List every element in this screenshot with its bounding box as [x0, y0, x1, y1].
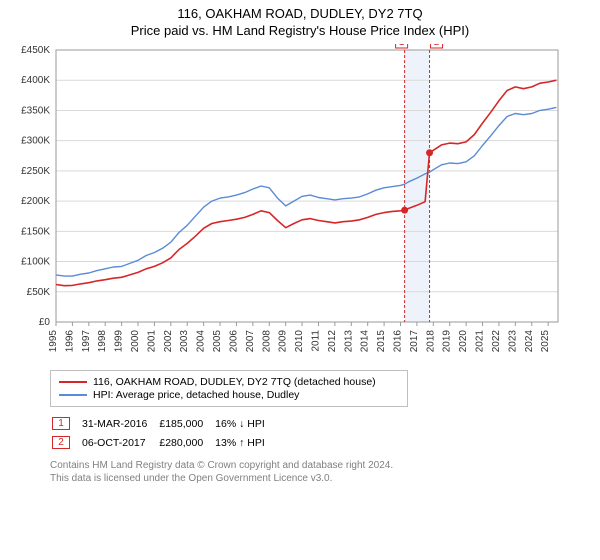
- chart-title: 116, OAKHAM ROAD, DUDLEY, DY2 7TQ: [8, 6, 592, 21]
- svg-text:2003: 2003: [179, 330, 190, 353]
- svg-text:2004: 2004: [196, 330, 207, 353]
- svg-text:2007: 2007: [245, 330, 256, 353]
- svg-text:2001: 2001: [146, 330, 157, 353]
- svg-text:2020: 2020: [458, 330, 469, 353]
- svg-text:£100K: £100K: [21, 257, 50, 268]
- svg-text:1: 1: [399, 44, 405, 48]
- svg-text:£0: £0: [39, 317, 51, 328]
- svg-text:2017: 2017: [409, 330, 420, 353]
- svg-text:1999: 1999: [114, 330, 125, 353]
- svg-text:£350K: £350K: [21, 105, 50, 116]
- svg-text:2015: 2015: [376, 330, 387, 353]
- svg-text:1996: 1996: [64, 330, 75, 353]
- svg-text:2024: 2024: [524, 330, 535, 353]
- svg-text:£400K: £400K: [21, 75, 50, 86]
- footer-line-2: This data is licensed under the Open Gov…: [50, 472, 582, 485]
- chart-container: 116, OAKHAM ROAD, DUDLEY, DY2 7TQ Price …: [0, 0, 600, 493]
- svg-text:2: 2: [434, 44, 440, 48]
- marker-row: 2 06-OCT-2017£280,00013% ↑ HPI: [52, 434, 275, 451]
- svg-text:2019: 2019: [442, 330, 453, 353]
- marker-delta: 16% ↓ HPI: [215, 415, 275, 432]
- legend-row: HPI: Average price, detached house, Dudl…: [59, 389, 399, 401]
- legend-swatch: [59, 394, 87, 396]
- svg-text:2005: 2005: [212, 330, 223, 353]
- svg-text:£200K: £200K: [21, 196, 50, 207]
- chart-subtitle: Price paid vs. HM Land Registry's House …: [8, 23, 592, 38]
- svg-text:2012: 2012: [327, 330, 338, 353]
- legend-label: HPI: Average price, detached house, Dudl…: [93, 389, 299, 401]
- marker-date: 31-MAR-2016: [82, 415, 157, 432]
- svg-text:2013: 2013: [343, 330, 354, 353]
- svg-text:2025: 2025: [540, 330, 551, 353]
- svg-text:2023: 2023: [507, 330, 518, 353]
- svg-text:£150K: £150K: [21, 226, 50, 237]
- svg-text:1995: 1995: [48, 330, 59, 353]
- legend-label: 116, OAKHAM ROAD, DUDLEY, DY2 7TQ (detac…: [93, 376, 376, 388]
- svg-text:2016: 2016: [393, 330, 404, 353]
- marker-table: 1 31-MAR-2016£185,00016% ↓ HPI 2 06-OCT-201…: [50, 413, 277, 453]
- marker-badge: 1: [52, 417, 70, 430]
- svg-text:2008: 2008: [261, 330, 272, 353]
- svg-text:2006: 2006: [228, 330, 239, 353]
- marker-price: £280,000: [159, 434, 213, 451]
- legend-row: 116, OAKHAM ROAD, DUDLEY, DY2 7TQ (detac…: [59, 376, 399, 388]
- svg-text:£450K: £450K: [21, 45, 50, 56]
- svg-text:£250K: £250K: [21, 166, 50, 177]
- marker-badge: 2: [52, 436, 70, 449]
- svg-text:£300K: £300K: [21, 136, 50, 147]
- svg-text:2022: 2022: [491, 330, 502, 353]
- svg-text:2011: 2011: [310, 330, 321, 352]
- legend: 116, OAKHAM ROAD, DUDLEY, DY2 7TQ (detac…: [50, 370, 408, 407]
- svg-text:£50K: £50K: [27, 287, 51, 298]
- marker-price: £185,000: [159, 415, 213, 432]
- marker-delta: 13% ↑ HPI: [215, 434, 275, 451]
- marker-date: 06-OCT-2017: [82, 434, 157, 451]
- svg-text:2002: 2002: [163, 330, 174, 353]
- svg-text:2021: 2021: [475, 330, 486, 353]
- svg-text:1997: 1997: [81, 330, 92, 353]
- svg-text:2009: 2009: [278, 330, 289, 353]
- svg-text:2014: 2014: [360, 330, 371, 353]
- svg-text:2010: 2010: [294, 330, 305, 353]
- svg-text:1998: 1998: [97, 330, 108, 353]
- svg-text:2018: 2018: [425, 330, 436, 353]
- footer-attribution: Contains HM Land Registry data © Crown c…: [50, 459, 582, 485]
- footer-line-1: Contains HM Land Registry data © Crown c…: [50, 459, 582, 472]
- price-chart: £0 £50K £100K £150K £200K £250K £300K £350K £400…: [8, 44, 566, 364]
- marker-row: 1 31-MAR-2016£185,00016% ↓ HPI: [52, 415, 275, 432]
- svg-text:2000: 2000: [130, 330, 141, 353]
- legend-swatch: [59, 381, 87, 383]
